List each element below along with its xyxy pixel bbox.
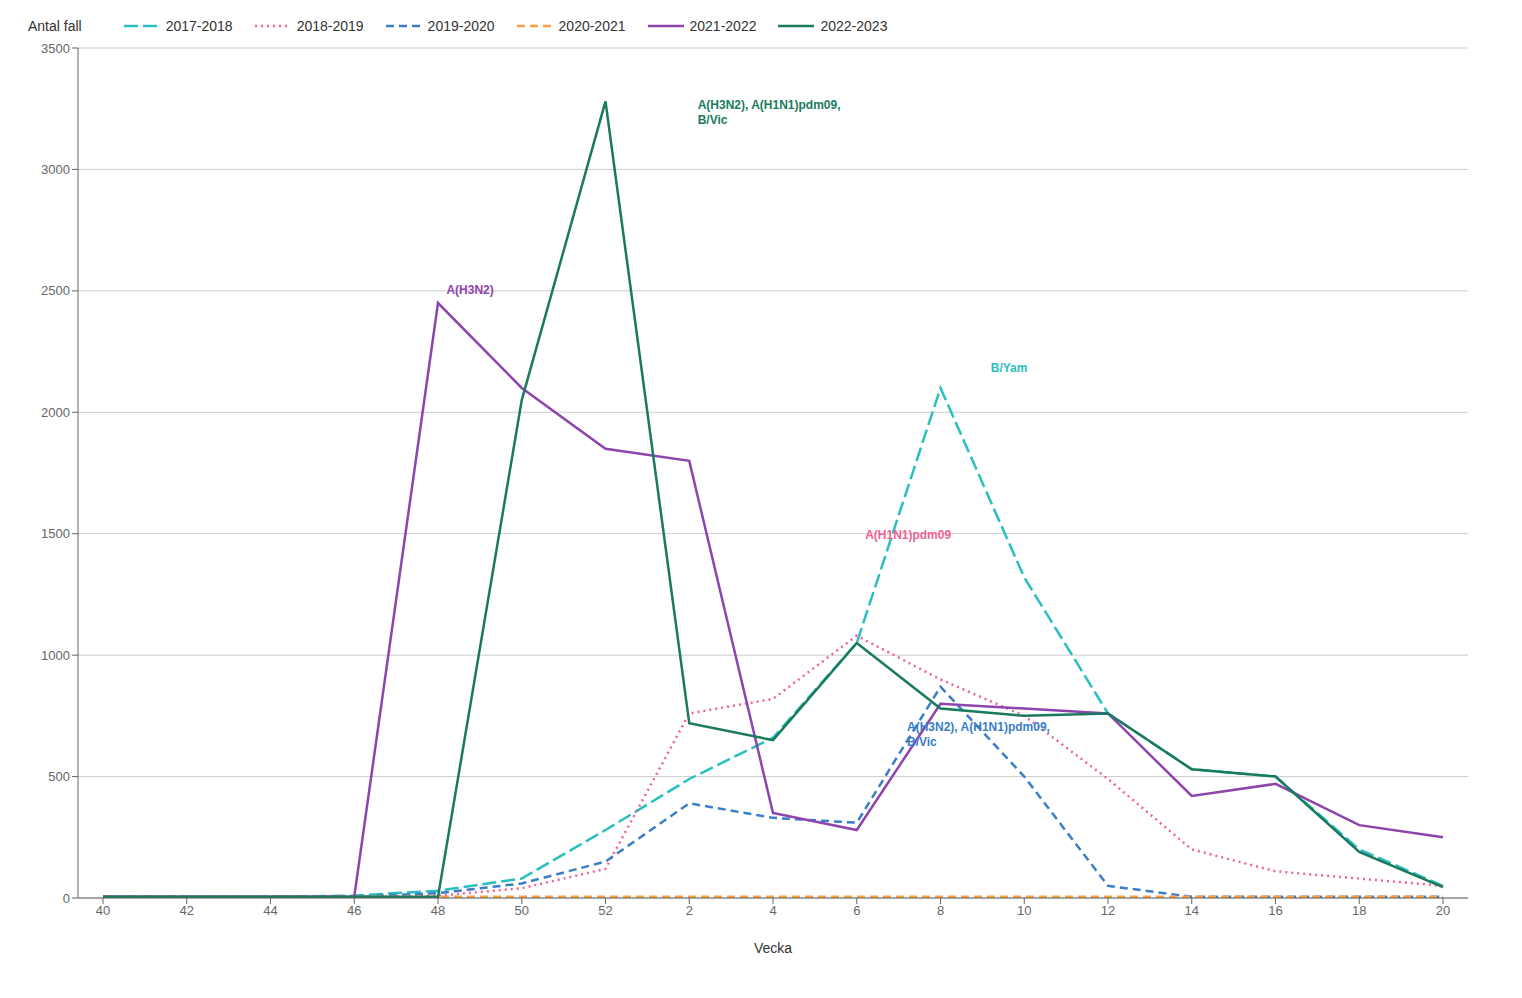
html-text:2020-2021: 2020-2021	[558, 18, 626, 34]
svg-text:A(H3N2), A(H1N1)pdm09,B/Vic: A(H3N2), A(H1N1)pdm09,B/Vic	[907, 720, 1050, 749]
svg-text:46: 46	[347, 903, 361, 918]
svg-text:2: 2	[686, 903, 693, 918]
svg-text:18: 18	[1352, 903, 1366, 918]
html-text:2019-2020: 2019-2020	[427, 18, 495, 34]
svg-text:3000: 3000	[41, 162, 70, 177]
svg-text:2000: 2000	[41, 405, 70, 420]
svg-text:48: 48	[431, 903, 445, 918]
svg-text:40: 40	[96, 903, 110, 918]
svg-text:14: 14	[1185, 903, 1199, 918]
svg-text:8: 8	[937, 903, 944, 918]
html-text:2021-2022: 2021-2022	[689, 18, 757, 34]
svg-text:12: 12	[1101, 903, 1115, 918]
svg-text:A(H3N2), A(H1N1)pdm09,B/Vic: A(H3N2), A(H1N1)pdm09,B/Vic	[698, 98, 841, 127]
svg-text:10: 10	[1017, 903, 1031, 918]
svg-text:6: 6	[853, 903, 860, 918]
svg-text:44: 44	[263, 903, 277, 918]
svg-text:2500: 2500	[41, 283, 70, 298]
svg-text:42: 42	[180, 903, 194, 918]
svg-text:1000: 1000	[41, 648, 70, 663]
svg-text:Vecka: Vecka	[754, 940, 792, 956]
svg-text:A(H1N1)pdm09: A(H1N1)pdm09	[865, 528, 951, 542]
svg-text:B/Yam: B/Yam	[991, 361, 1028, 375]
html-text:2022-2023: 2022-2023	[820, 18, 888, 34]
svg-text:16: 16	[1268, 903, 1282, 918]
svg-text:20: 20	[1436, 903, 1450, 918]
svg-text:3500: 3500	[41, 41, 70, 56]
svg-text:1500: 1500	[41, 526, 70, 541]
html-text:2018-2019: 2018-2019	[296, 18, 364, 34]
svg-text:A(H3N2): A(H3N2)	[446, 283, 493, 297]
svg-text:500: 500	[48, 769, 70, 784]
svg-text:0: 0	[63, 891, 70, 906]
svg-text:50: 50	[515, 903, 529, 918]
html-text:Antal fall: Antal fall	[28, 18, 82, 34]
svg-text:52: 52	[598, 903, 612, 918]
html-text:2017-2018: 2017-2018	[165, 18, 233, 34]
svg-text:4: 4	[769, 903, 776, 918]
